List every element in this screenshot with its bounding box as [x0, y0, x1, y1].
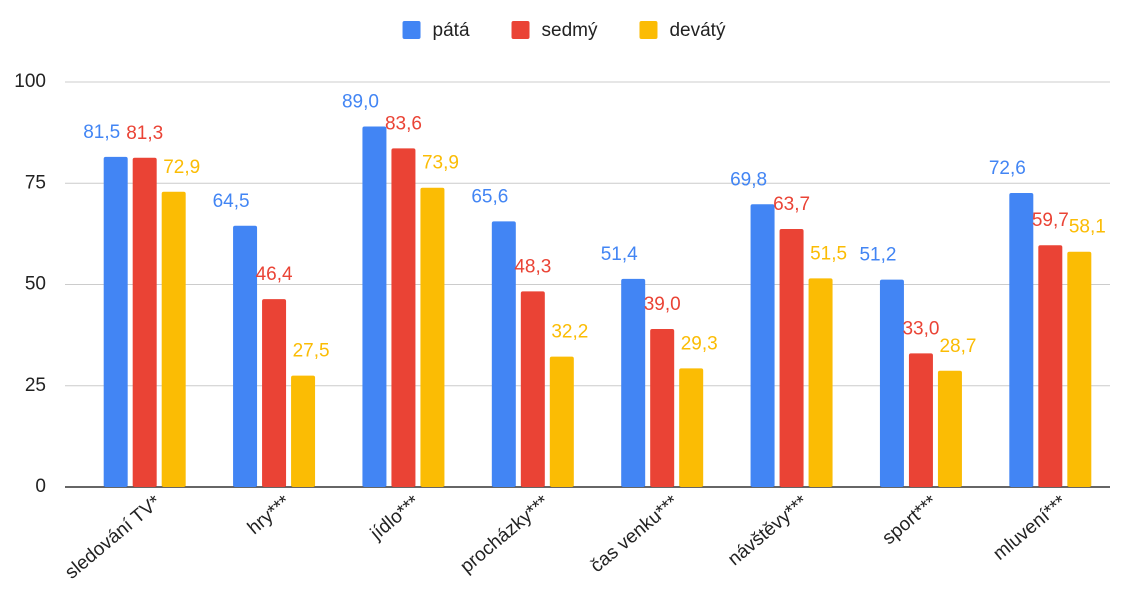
bar — [679, 368, 704, 487]
legend-label: pátá — [433, 20, 470, 41]
bar — [549, 356, 574, 487]
value-label: 81,5 — [83, 122, 120, 143]
value-label: 83,6 — [385, 113, 422, 134]
y-tick-label: 75 — [25, 172, 46, 193]
legend-swatch — [639, 21, 658, 39]
value-label: 89,0 — [342, 92, 379, 113]
y-tick-label: 25 — [25, 375, 46, 396]
value-label: 51,2 — [859, 245, 896, 266]
bar — [420, 187, 445, 487]
bar — [1067, 251, 1092, 487]
legend-swatch — [402, 21, 421, 39]
value-label: 72,6 — [989, 158, 1026, 179]
value-label: 51,5 — [810, 243, 847, 264]
bar — [161, 191, 186, 487]
value-label: 73,9 — [422, 153, 459, 174]
bar — [491, 221, 516, 487]
value-label: 48,3 — [514, 256, 551, 277]
y-tick-label: 100 — [14, 71, 46, 92]
bar — [291, 375, 316, 487]
bar — [650, 329, 675, 487]
bar — [808, 278, 833, 487]
x-tick-label: návštěvy*** — [724, 491, 812, 570]
bar — [1038, 245, 1063, 487]
value-label: 69,8 — [730, 169, 767, 190]
bar — [621, 278, 646, 487]
value-label: 63,7 — [773, 194, 810, 215]
x-tick-label: jídlo*** — [366, 491, 424, 545]
bar — [103, 156, 128, 488]
value-label: 65,6 — [471, 186, 508, 207]
value-label: 58,1 — [1069, 217, 1106, 238]
legend-swatch — [511, 21, 530, 39]
value-label: 29,3 — [681, 333, 718, 354]
bar — [908, 353, 933, 487]
x-tick-label: procházky*** — [456, 491, 553, 577]
bar — [937, 370, 962, 487]
bar — [520, 291, 545, 487]
bar — [262, 299, 287, 487]
x-tick-label: mluvení*** — [989, 491, 1071, 564]
value-label: 81,3 — [126, 123, 163, 144]
value-label: 27,5 — [293, 341, 330, 362]
value-label: 46,4 — [256, 264, 293, 285]
bar — [750, 204, 775, 487]
bar — [362, 126, 387, 488]
value-label: 33,0 — [902, 318, 939, 339]
x-tick-label: sledování TV* — [61, 491, 165, 583]
bar — [1009, 192, 1034, 487]
legend-label: devátý — [669, 20, 725, 41]
bar — [391, 148, 416, 488]
x-tick-label: čas venku*** — [587, 491, 683, 577]
bar — [233, 225, 258, 487]
value-label: 39,0 — [644, 294, 681, 315]
x-tick-label: sport*** — [879, 491, 942, 549]
x-tick-label: hry*** — [244, 491, 295, 539]
value-label: 51,4 — [601, 244, 638, 265]
y-tick-label: 50 — [25, 274, 46, 295]
value-label: 28,7 — [939, 336, 976, 357]
bar — [779, 229, 804, 487]
value-label: 59,7 — [1032, 210, 1069, 231]
value-label: 64,5 — [213, 191, 250, 212]
y-tick-label: 0 — [35, 476, 46, 497]
bar — [132, 157, 157, 488]
legend-label: sedmý — [542, 20, 598, 41]
bar — [879, 279, 904, 487]
value-label: 72,9 — [163, 157, 200, 178]
value-label: 32,2 — [551, 322, 588, 343]
legend: pátá sedmý devátý — [402, 20, 726, 41]
